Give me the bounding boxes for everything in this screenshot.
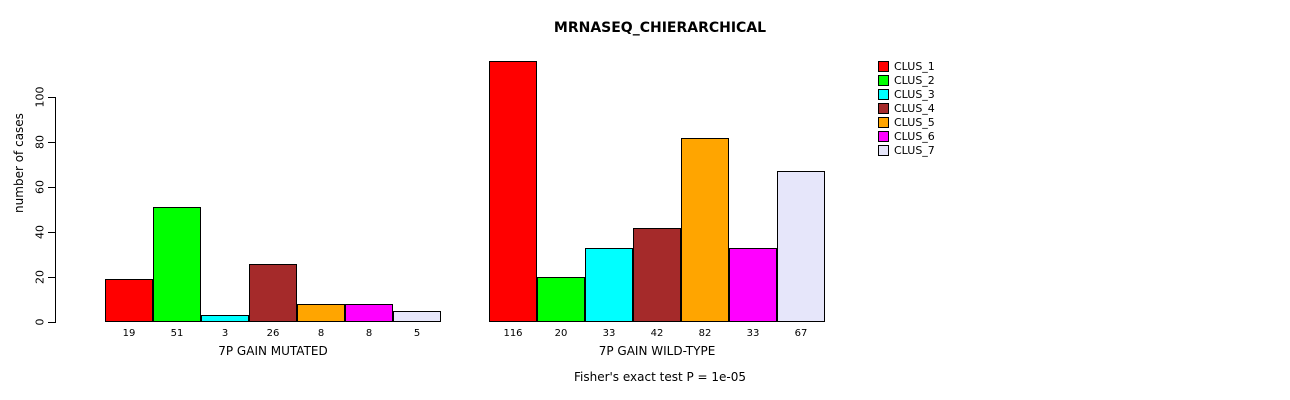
- bar-clus_5: [297, 304, 345, 322]
- bar-value-label: 19: [122, 328, 136, 339]
- legend-item: CLUS_2: [878, 74, 935, 87]
- legend-item: CLUS_6: [878, 130, 935, 143]
- legend-label: CLUS_6: [894, 130, 935, 143]
- y-tick-label: 0: [33, 318, 47, 326]
- legend-swatch-icon: [878, 117, 889, 128]
- bar-clus_4: [249, 263, 297, 322]
- bar-value-label: 82: [698, 328, 712, 339]
- bar-clus_2: [153, 207, 201, 322]
- legend-label: CLUS_4: [894, 102, 935, 115]
- y-tick-label: 100: [33, 86, 47, 108]
- bar-value-label: 8: [365, 328, 373, 339]
- bar-clus_4: [633, 227, 681, 322]
- annotation-text: Fisher's exact test P = 1e-05: [573, 370, 747, 384]
- bar-value-label: 51: [170, 328, 184, 339]
- bar-clus_1: [105, 279, 153, 322]
- y-tick-mark: [48, 232, 55, 233]
- bar-value-label: 42: [650, 328, 664, 339]
- y-tick-mark: [48, 277, 55, 278]
- y-tick-label: 60: [33, 180, 47, 194]
- group-label: 7P GAIN WILD-TYPE: [598, 344, 716, 358]
- bar-clus_7: [777, 171, 825, 322]
- y-tick-mark: [48, 97, 55, 98]
- y-tick-label: 40: [33, 225, 47, 239]
- legend-item: CLUS_7: [878, 144, 935, 157]
- legend-item: CLUS_1: [878, 60, 935, 73]
- group-label: 7P GAIN MUTATED: [218, 344, 328, 358]
- chart-title: MRNASEQ_CHIERARCHICAL: [553, 20, 767, 36]
- bar-value-label: 67: [794, 328, 808, 339]
- bar-clus_7: [393, 310, 441, 322]
- bar-value-label: 33: [746, 328, 760, 339]
- legend-label: CLUS_7: [894, 144, 935, 157]
- bar-clus_1: [489, 61, 537, 322]
- y-tick-mark: [48, 187, 55, 188]
- legend-label: CLUS_3: [894, 88, 935, 101]
- legend-label: CLUS_2: [894, 74, 935, 87]
- legend-swatch-icon: [878, 75, 889, 86]
- legend-label: CLUS_5: [894, 116, 935, 129]
- y-tick-label: 20: [33, 270, 47, 284]
- bar-clus_5: [681, 137, 729, 322]
- legend-swatch-icon: [878, 103, 889, 114]
- legend-swatch-icon: [878, 145, 889, 156]
- legend-item: CLUS_3: [878, 88, 935, 101]
- legend: CLUS_1 CLUS_2 CLUS_3 CLUS_4 CLUS_5 CLUS_6 CLUS…: [878, 60, 935, 158]
- bar-clus_6: [345, 304, 393, 322]
- bar-value-label: 116: [503, 328, 523, 339]
- legend-item: CLUS_5: [878, 116, 935, 129]
- y-axis-label: number of cases: [12, 113, 26, 213]
- bar-clus_2: [537, 277, 585, 322]
- legend-swatch-icon: [878, 61, 889, 72]
- bar-clus_3: [585, 247, 633, 322]
- bar-clus_3: [201, 315, 249, 322]
- y-tick-mark: [48, 322, 55, 323]
- legend-swatch-icon: [878, 89, 889, 100]
- bar-value-label: 33: [602, 328, 616, 339]
- bar-value-label: 26: [266, 328, 280, 339]
- bar-value-label: 8: [317, 328, 325, 339]
- y-tick-label: 80: [33, 135, 47, 149]
- legend-swatch-icon: [878, 131, 889, 142]
- bar-clus_6: [729, 247, 777, 322]
- legend-item: CLUS_4: [878, 102, 935, 115]
- bar-value-label: 20: [554, 328, 568, 339]
- bar-value-label: 5: [413, 328, 421, 339]
- bar-value-label: 3: [221, 328, 229, 339]
- y-tick-mark: [48, 142, 55, 143]
- legend-label: CLUS_1: [894, 60, 935, 73]
- y-axis-line: [55, 97, 56, 323]
